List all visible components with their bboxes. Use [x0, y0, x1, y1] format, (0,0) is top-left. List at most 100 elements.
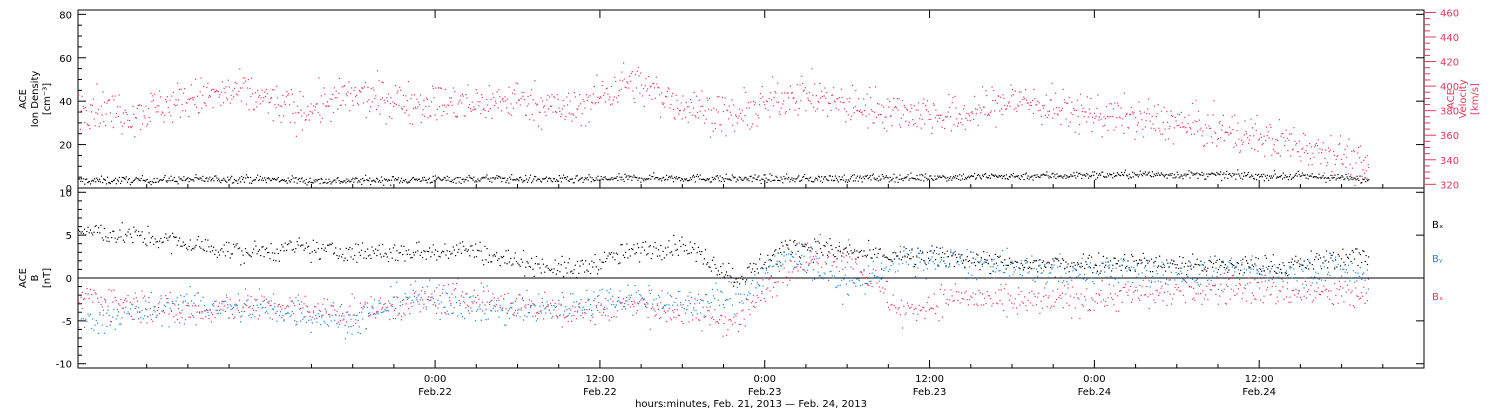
density-point [266, 177, 268, 179]
velocity-point [224, 91, 226, 94]
velocity-point [129, 126, 131, 128]
by-point [619, 290, 621, 292]
density-point [1162, 174, 1164, 176]
velocity-point [636, 70, 638, 72]
bz-point [1227, 285, 1229, 288]
velocity-point [1061, 109, 1063, 111]
density-point [1053, 176, 1055, 178]
density-point [985, 173, 987, 175]
density-point [220, 182, 222, 184]
xtick-label-time: 0:00 [424, 374, 446, 385]
bz-point [495, 304, 497, 306]
velocity-point [256, 106, 258, 108]
density-point [80, 180, 82, 182]
velocity-point [1246, 133, 1248, 135]
density-point [1322, 175, 1324, 177]
velocity-point [274, 104, 276, 106]
velocity-point [846, 98, 848, 100]
bz-point [558, 303, 560, 305]
by-point [807, 269, 809, 271]
bz-point [411, 306, 413, 308]
density-point [822, 178, 825, 180]
by-point [87, 313, 89, 315]
by-point [688, 300, 690, 302]
bz-point [562, 314, 564, 316]
bz-point [550, 302, 552, 305]
velocity-point [1072, 114, 1074, 116]
velocity-point [1012, 94, 1014, 96]
by-point [440, 301, 443, 303]
density-point [915, 179, 917, 181]
density-point [669, 175, 671, 177]
velocity-point [1116, 117, 1118, 119]
bz-point [670, 319, 673, 321]
density-point [1165, 173, 1167, 176]
bz-point [1331, 303, 1333, 305]
density-point [918, 179, 920, 181]
bz-point [1054, 301, 1056, 303]
by-point [830, 270, 832, 272]
velocity-point [576, 108, 578, 110]
density-point [345, 182, 347, 184]
velocity-point [1276, 152, 1278, 154]
bz-point [1321, 291, 1323, 293]
velocity-point [122, 112, 124, 114]
bz-point [1306, 291, 1309, 293]
density-point [1130, 177, 1132, 179]
by-point [250, 317, 252, 319]
by-point [850, 277, 852, 279]
velocity-point [394, 102, 396, 105]
xtick-label-time: 12:00 [586, 374, 615, 385]
bz-point [1216, 276, 1218, 278]
density-point [171, 180, 173, 182]
density-point [1241, 172, 1243, 175]
velocity-point [1154, 105, 1156, 107]
by-point [1077, 264, 1079, 266]
density-point [90, 183, 92, 185]
by-point [288, 312, 290, 314]
bz-point [307, 306, 309, 308]
bz-point [1286, 296, 1288, 298]
by-point [189, 286, 191, 288]
by-point [320, 324, 322, 326]
by-point [230, 308, 232, 311]
density-point [867, 178, 869, 180]
bz-point [933, 293, 935, 295]
velocity-point [84, 122, 86, 124]
velocity-point [1108, 116, 1110, 118]
by-point [656, 303, 658, 305]
velocity-point [572, 113, 574, 115]
density-point [1220, 171, 1222, 173]
bz-point [1073, 296, 1075, 298]
velocity-point [522, 95, 524, 97]
velocity-point [1092, 116, 1094, 118]
bz-point [1025, 305, 1027, 307]
bz-point [547, 304, 549, 306]
bz-point [642, 298, 644, 300]
velocity-point [1120, 107, 1122, 109]
density-point [1249, 176, 1251, 178]
by-point [864, 293, 866, 295]
by-point [533, 303, 535, 305]
velocity-point [474, 109, 476, 111]
velocity-point [568, 92, 570, 94]
bz-point [1191, 298, 1194, 300]
density-point [1333, 177, 1335, 179]
velocity-point [124, 109, 126, 111]
density-point [390, 184, 392, 186]
density-point [794, 181, 796, 183]
density-point [1341, 175, 1343, 177]
velocity-point [561, 108, 563, 110]
velocity-point [371, 101, 373, 103]
top-y2label-line-1: ACE [1446, 89, 1457, 109]
density-point [277, 176, 279, 179]
by-point [844, 274, 846, 276]
density-point [451, 179, 453, 181]
bz-point [89, 288, 91, 291]
density-point [795, 178, 797, 180]
density-point [1201, 171, 1203, 173]
bz-point [911, 304, 913, 306]
bz-point [143, 295, 146, 297]
density-point [1366, 178, 1368, 180]
density-point [223, 177, 225, 179]
